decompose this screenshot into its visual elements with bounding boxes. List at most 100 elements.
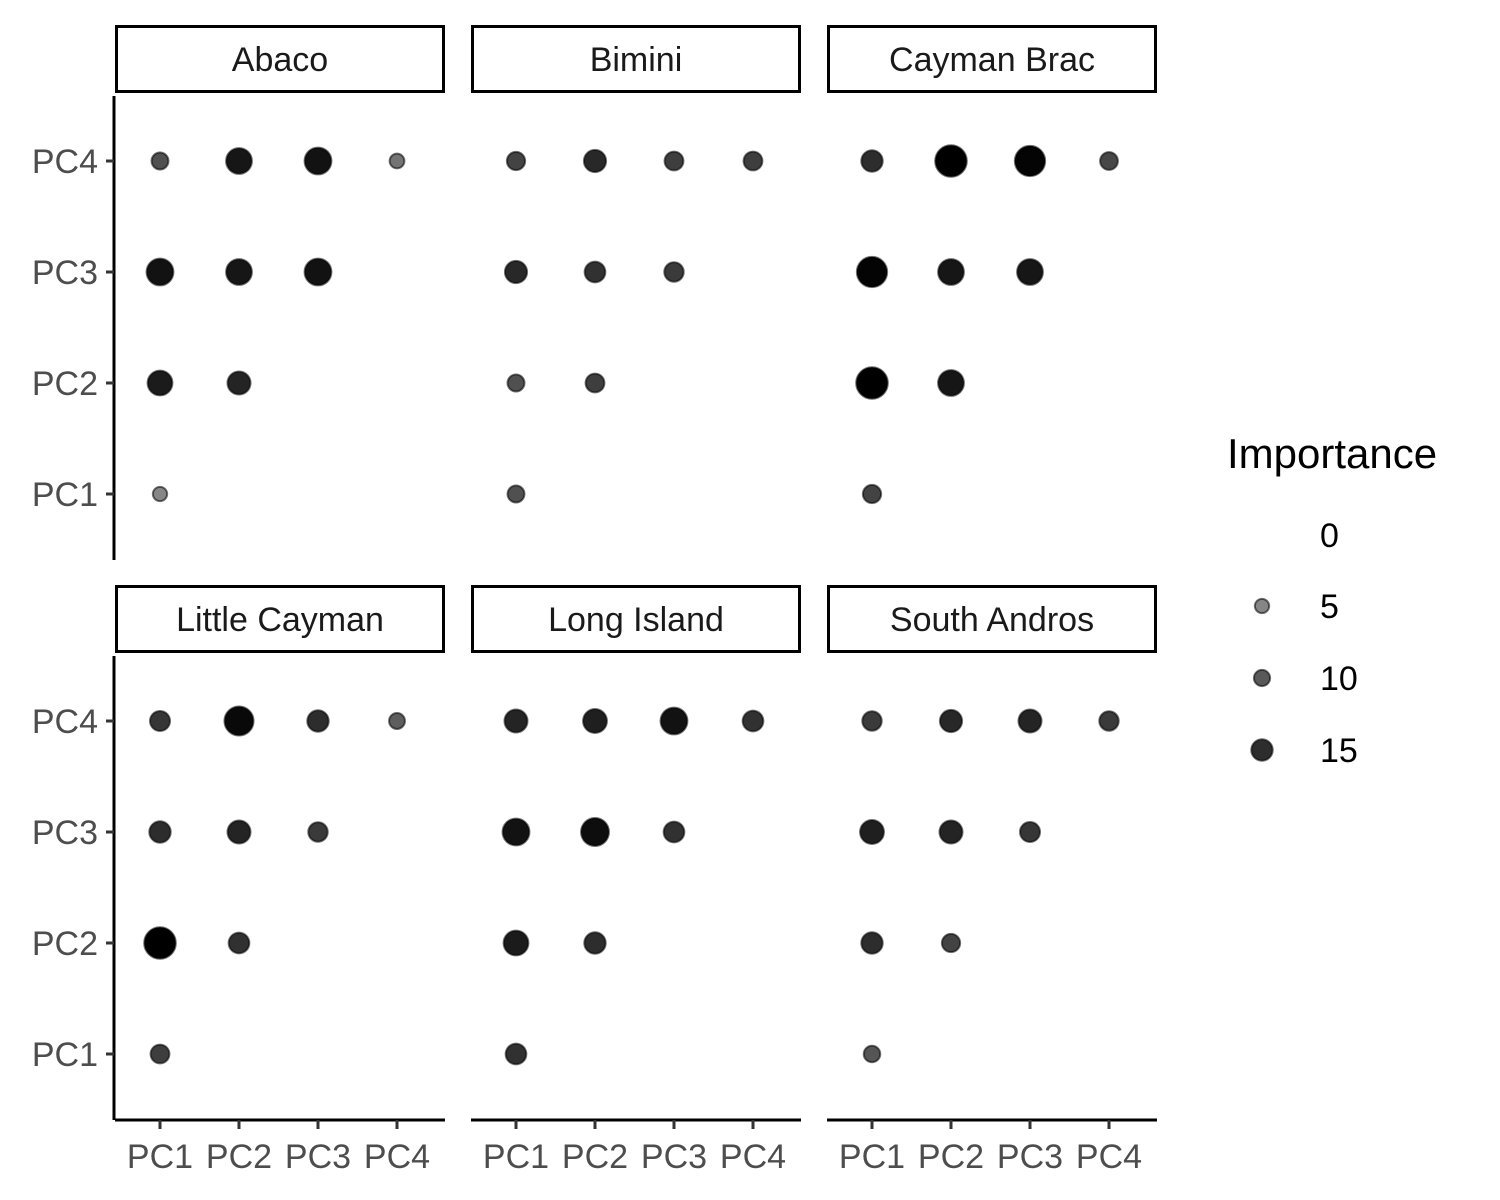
x-tick-label: PC3 [285,1138,351,1176]
bubble-point [742,150,764,172]
facet-title: South Andros [890,601,1094,639]
panels-layer: Abaco PC1 PC2 PC3 PC4 Bimini Cayman Brac Little… [32,25,1157,1176]
bubble-point [501,817,531,847]
legend-key [1253,597,1271,615]
y-tick-label: PC3 [32,254,98,292]
x-tick-label: PC4 [720,1138,786,1176]
legend-label: 15 [1320,732,1358,770]
x-tick-label: PC4 [1076,1138,1142,1176]
bubble-point [582,148,608,174]
facet-strip [115,25,445,93]
x-tick-label: PC2 [206,1138,272,1176]
bubble-point [225,147,253,175]
bubble-point [1018,820,1042,844]
bubble-point [225,258,253,286]
bubble-point [663,150,685,172]
bubble-point [937,258,965,286]
x-tick-label: PC2 [918,1138,984,1176]
facet-title: Bimini [590,41,683,79]
bubble-point [227,931,251,955]
legend: Importance 0 5 10 15 [1227,430,1437,770]
facet-panel: Cayman Brac [827,25,1157,505]
bubble-point [307,821,329,843]
bubble-point [226,819,252,845]
bubble-point [741,709,765,733]
y-tick-label: PC4 [32,703,98,741]
bubble-point [1016,258,1044,286]
bubble-point [1099,151,1119,171]
facet-title: Abaco [232,41,328,79]
x-tick-label: PC1 [127,1138,193,1176]
bubble-point [503,259,529,285]
bubble-point [583,260,607,284]
x-tick-label: PC1 [483,1138,549,1176]
bubble-point [303,146,333,176]
bubble-point [855,366,889,400]
bubble-point [388,712,406,730]
bubble-point [226,370,252,396]
legend-label: 0 [1320,517,1339,555]
bubble-point [1098,710,1120,732]
y-tick-label: PC1 [32,1036,98,1074]
bubble-point [505,150,527,172]
bubble-point [143,926,177,960]
facet-panel: Bimini [471,25,801,504]
bubble-point [146,369,174,397]
bubble-point [150,151,170,171]
facet-strip [471,585,801,653]
bubble-point [860,149,884,173]
bubble-point [662,820,686,844]
bubble-point [938,819,964,845]
bubble-point [659,706,689,736]
bubble-point [940,932,962,954]
bubble-point [151,485,169,503]
bubble-point [306,709,330,733]
bubble-point [506,484,526,504]
y-tick-label: PC3 [32,814,98,852]
bubble-point [223,705,255,737]
legend-label: 5 [1320,588,1339,626]
y-tick-label: PC1 [32,476,98,514]
facet-title: Cayman Brac [889,41,1095,79]
x-tick-label: PC2 [562,1138,628,1176]
bubble-point [504,1042,528,1066]
facet-panel: Little Cayman PC1 PC2 PC3 PC4 PC1 PC2 PC3 PC4 [32,585,445,1176]
legend-label: 10 [1320,660,1358,698]
bubble-point [502,929,530,957]
bubble-point [506,373,526,393]
legend-key [1250,738,1274,762]
y-tick-label: PC4 [32,143,98,181]
bubble-point [303,257,333,287]
x-tick-label: PC3 [997,1138,1063,1176]
x-tick-label: PC1 [839,1138,905,1176]
bubble-point [938,708,964,734]
bubble-point [584,372,606,394]
bubble-point [145,257,175,287]
bubble-point [148,820,172,844]
bubble-point [1013,144,1047,178]
bubble-point [855,255,889,289]
bubble-point [862,1044,882,1064]
bubble-point [580,817,610,847]
legend-key [1255,528,1269,542]
facet-panel: Long Island PC1 PC2 PC3 PC4 [471,585,801,1176]
bubble-point [861,710,883,732]
y-tick-label: PC2 [32,365,98,403]
y-tick-label: PC2 [32,925,98,963]
facet-panel: South Andros PC1 PC2 PC3 PC4 [827,585,1157,1176]
facet-title: Long Island [548,601,724,639]
facet-title: Little Cayman [176,601,384,639]
bubble-point [663,261,685,283]
bubble-point [934,144,968,178]
facet-strip [115,585,445,653]
bubble-point [861,483,883,505]
facet-panel: Abaco PC1 PC2 PC3 PC4 [32,25,445,560]
bubble-point [149,1043,171,1065]
x-tick-label: PC3 [641,1138,707,1176]
bubble-point [583,931,607,955]
bubble-point [937,369,965,397]
bubble-point [859,819,885,845]
legend-title: Importance [1227,430,1437,477]
bubble-point [148,709,172,733]
